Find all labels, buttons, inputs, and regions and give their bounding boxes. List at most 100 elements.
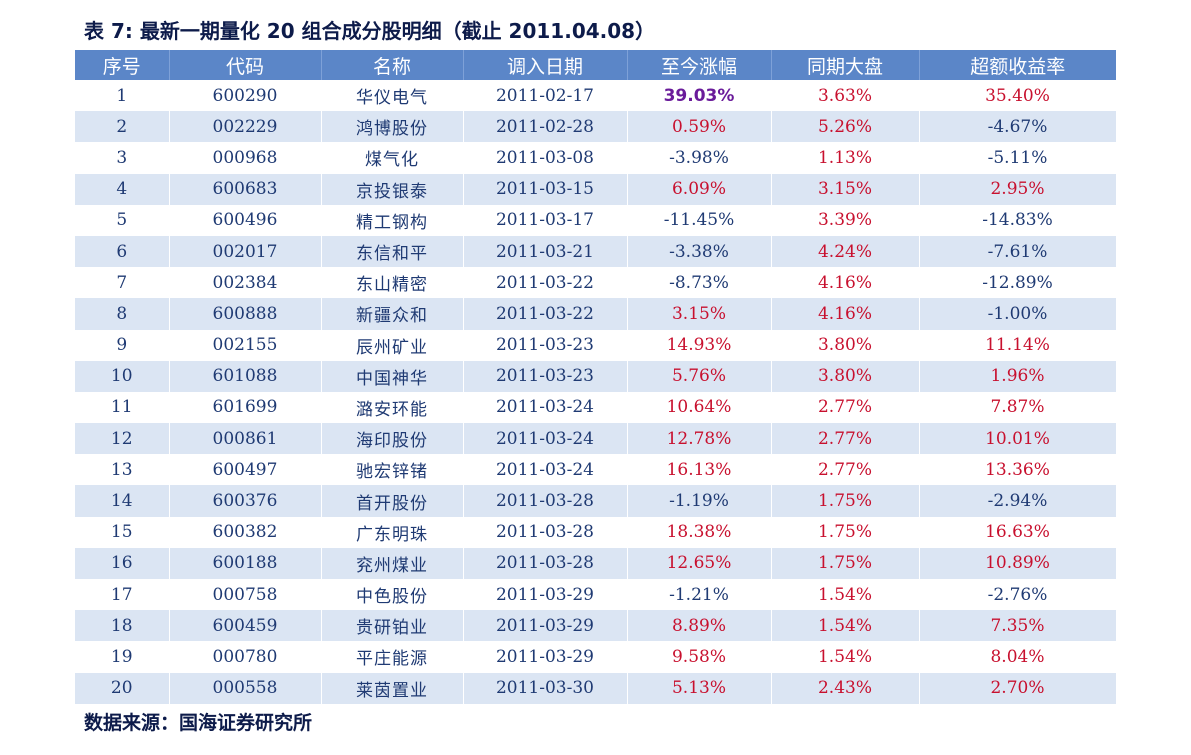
cell-code: 002155: [169, 329, 322, 361]
header-date: 调入日期: [463, 50, 628, 80]
cell-excess: 7.87%: [919, 391, 1117, 424]
table-row: 12 000861 海印股份 2011-03-24 12.78% 2.77% 10.01%: [75, 423, 1117, 455]
header-name: 名称: [321, 50, 464, 80]
cell-seq: 6: [75, 235, 170, 268]
header-market: 同期大盘: [771, 50, 920, 80]
cell-date: 2011-03-22: [463, 298, 628, 330]
cell-date: 2011-03-17: [463, 204, 628, 236]
cell-seq: 12: [75, 423, 170, 455]
cell-seq: 16: [75, 547, 170, 579]
cell-seq: 14: [75, 485, 170, 517]
cell-excess: 2.70%: [919, 672, 1117, 704]
cell-seq: 5: [75, 204, 170, 236]
cell-name: 东山精密: [321, 267, 464, 299]
cell-code: 600188: [169, 547, 322, 579]
cell-market: 1.13%: [771, 142, 920, 174]
cell-seq: 2: [75, 111, 170, 143]
cell-gain: -3.98%: [627, 142, 772, 174]
table-row: 10 601088 中国神华 2011-03-23 5.76% 3.80% 1.96%: [75, 360, 1117, 392]
cell-gain: 39.03%: [627, 80, 772, 112]
cell-gain: -8.73%: [627, 267, 772, 299]
cell-excess: 2.95%: [919, 173, 1117, 205]
table-row: 4 600683 京投银泰 2011-03-15 6.09% 3.15% 2.95%: [75, 173, 1117, 205]
cell-market: 4.24%: [771, 235, 920, 268]
source-note: 数据来源：国海证券研究所: [84, 712, 313, 734]
cell-gain: 0.59%: [627, 111, 772, 143]
cell-name: 精工钢构: [321, 204, 464, 236]
cell-date: 2011-03-28: [463, 485, 628, 517]
table-row: 3 000968 煤气化 2011-03-08 -3.98% 1.13% -5.11%: [75, 142, 1117, 174]
cell-code: 002229: [169, 111, 322, 143]
cell-date: 2011-03-23: [463, 329, 628, 361]
cell-code: 600888: [169, 298, 322, 330]
cell-date: 2011-03-29: [463, 579, 628, 611]
cell-seq: 3: [75, 142, 170, 174]
cell-code: 000968: [169, 142, 322, 174]
cell-market: 1.54%: [771, 579, 920, 611]
header-code: 代码: [169, 50, 322, 80]
cell-name: 驰宏锌锗: [321, 454, 464, 486]
cell-code: 002017: [169, 235, 322, 268]
cell-code: 600459: [169, 610, 322, 642]
cell-market: 2.77%: [771, 391, 920, 424]
table-row: 6 002017 东信和平 2011-03-21 -3.38% 4.24% -7.61%: [75, 235, 1117, 268]
cell-market: 1.75%: [771, 516, 920, 548]
cell-seq: 4: [75, 173, 170, 205]
table-title: 表 7: 最新一期量化 20 组合成分股明细（截止 2011.04.08）: [84, 19, 656, 43]
cell-excess: 35.40%: [919, 80, 1117, 112]
cell-market: 3.80%: [771, 360, 920, 392]
table-row: 15 600382 广东明珠 2011-03-28 18.38% 1.75% 16.63%: [75, 516, 1117, 548]
cell-gain: -3.38%: [627, 235, 772, 268]
cell-date: 2011-03-08: [463, 142, 628, 174]
cell-gain: 16.13%: [627, 454, 772, 486]
cell-gain: -1.19%: [627, 485, 772, 517]
cell-seq: 20: [75, 672, 170, 704]
cell-name: 京投银泰: [321, 173, 464, 205]
cell-seq: 15: [75, 516, 170, 548]
cell-name: 平庄能源: [321, 641, 464, 673]
cell-gain: 5.13%: [627, 672, 772, 704]
cell-name: 东信和平: [321, 235, 464, 268]
cell-code: 000558: [169, 672, 322, 704]
cell-market: 3.80%: [771, 329, 920, 361]
cell-excess: -4.67%: [919, 111, 1117, 143]
cell-excess: -7.61%: [919, 235, 1117, 268]
cell-market: 5.26%: [771, 111, 920, 143]
table-row: 14 600376 首开股份 2011-03-28 -1.19% 1.75% -2.94%: [75, 485, 1117, 517]
header-seq: 序号: [75, 50, 170, 80]
cell-date: 2011-03-23: [463, 360, 628, 392]
cell-excess: -12.89%: [919, 267, 1117, 299]
cell-code: 600497: [169, 454, 322, 486]
table-row: 8 600888 新疆众和 2011-03-22 3.15% 4.16% -1.00%: [75, 298, 1117, 330]
cell-market: 2.77%: [771, 423, 920, 455]
cell-seq: 8: [75, 298, 170, 330]
cell-excess: 10.01%: [919, 423, 1117, 455]
cell-market: 4.16%: [771, 267, 920, 299]
cell-gain: 12.65%: [627, 547, 772, 579]
cell-name: 新疆众和: [321, 298, 464, 330]
cell-market: 3.39%: [771, 204, 920, 236]
table-row: 5 600496 精工钢构 2011-03-17 -11.45% 3.39% -14.83%: [75, 204, 1117, 236]
cell-gain: 10.64%: [627, 391, 772, 424]
cell-name: 辰州矿业: [321, 329, 464, 361]
holdings-table: 序号 代码 名称 调入日期 至今涨幅 同期大盘 超额收益率 1 600290 华仪电…: [75, 50, 1117, 704]
cell-code: 600376: [169, 485, 322, 517]
cell-market: 2.77%: [771, 454, 920, 486]
cell-name: 潞安环能: [321, 391, 464, 424]
cell-market: 1.75%: [771, 547, 920, 579]
cell-code: 600382: [169, 516, 322, 548]
cell-date: 2011-02-28: [463, 111, 628, 143]
cell-excess: 1.96%: [919, 360, 1117, 392]
cell-excess: 16.63%: [919, 516, 1117, 548]
cell-code: 601699: [169, 391, 322, 424]
cell-seq: 11: [75, 391, 170, 424]
cell-seq: 9: [75, 329, 170, 361]
cell-gain: 18.38%: [627, 516, 772, 548]
cell-code: 600683: [169, 173, 322, 205]
cell-code: 600290: [169, 80, 322, 112]
cell-market: 2.43%: [771, 672, 920, 704]
cell-date: 2011-03-24: [463, 423, 628, 455]
table-row: 16 600188 兖州煤业 2011-03-28 12.65% 1.75% 10.89%: [75, 547, 1117, 579]
cell-excess: -5.11%: [919, 142, 1117, 174]
table-row: 17 000758 中色股份 2011-03-29 -1.21% 1.54% -2.76%: [75, 579, 1117, 611]
